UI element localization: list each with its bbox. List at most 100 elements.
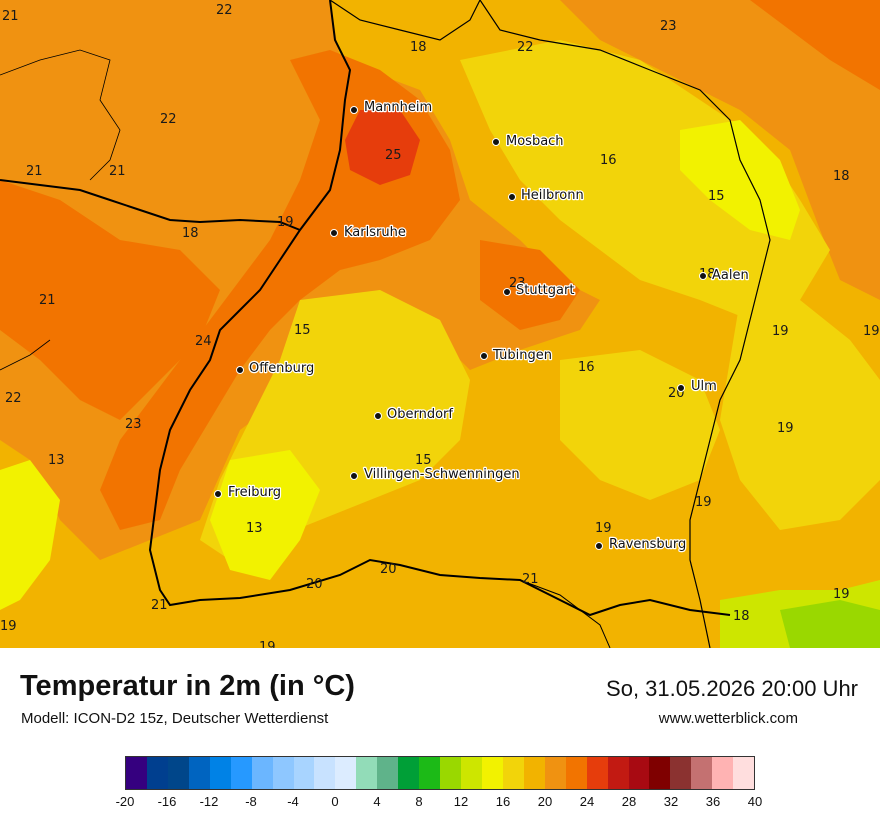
legend-swatch bbox=[628, 757, 650, 789]
legend-tick-label: -16 bbox=[157, 794, 177, 809]
legend-tick-label: 0 bbox=[331, 794, 339, 809]
temperature-labels: 22 21 18 22 23 22 25 16 21 21 18 19 18 1… bbox=[0, 3, 880, 648]
city-ravensburg[interactable]: Ravensburg bbox=[595, 536, 688, 553]
city-oberndorf[interactable]: Oberndorf bbox=[374, 406, 455, 423]
legend-tick-label: 12 bbox=[453, 794, 469, 809]
temp-label: 13 bbox=[246, 521, 263, 536]
legend-swatch bbox=[419, 757, 441, 789]
legend-swatch bbox=[167, 757, 189, 789]
temp-label: 20 bbox=[380, 562, 397, 577]
legend-tick-label: 20 bbox=[537, 794, 553, 809]
city-label: Heilbronn bbox=[521, 188, 584, 203]
temp-label: 23 bbox=[509, 276, 526, 291]
city-mannheim[interactable]: Mannheim bbox=[350, 99, 433, 116]
footer: Temperatur in 2m (in °C) Modell: ICON-D2… bbox=[0, 648, 880, 830]
coldest-zone-alps bbox=[780, 600, 880, 648]
legend-swatch bbox=[544, 757, 566, 789]
legend-swatch bbox=[649, 757, 671, 789]
legend-tick-label: 24 bbox=[579, 794, 595, 809]
border-thin-1 bbox=[0, 49, 121, 181]
city-stuttgart[interactable]: Stuttgart bbox=[503, 282, 576, 299]
temp-label: 19 bbox=[259, 640, 276, 648]
hot-zone-northeast bbox=[750, 0, 880, 90]
cool-zone-east bbox=[720, 300, 880, 530]
city-offenburg[interactable]: Offenburg bbox=[236, 360, 316, 377]
legend-swatch bbox=[691, 757, 713, 789]
legend-tick-label: -20 bbox=[115, 794, 135, 809]
temp-label: 22 bbox=[5, 391, 22, 406]
state-border-north bbox=[329, 0, 481, 41]
temp-label: 19 bbox=[0, 619, 17, 634]
city-dot-icon bbox=[236, 366, 244, 374]
temp-label: 15 bbox=[708, 189, 725, 204]
city-label: Stuttgart bbox=[516, 283, 574, 298]
cool-zone-aalen bbox=[680, 120, 800, 240]
city-dot-icon bbox=[350, 106, 358, 114]
city-aalen[interactable]: Aalen bbox=[699, 267, 750, 284]
legend-tick-label: 40 bbox=[747, 794, 763, 809]
hottest-spot-mannheim bbox=[345, 110, 420, 185]
temp-label: 15 bbox=[294, 323, 311, 338]
model-info: Modell: ICON-D2 15z, Deutscher Wetterdie… bbox=[21, 710, 329, 727]
legend-swatch bbox=[586, 757, 608, 789]
temp-label: 19 bbox=[863, 324, 880, 339]
legend-ticks: -20 -16 -12 -8 -4 0 4 8 12 16 20 24 28 32 36 40 bbox=[116, 794, 763, 814]
city-ulm[interactable]: Ulm bbox=[677, 378, 718, 395]
temp-label: 16 bbox=[600, 153, 617, 168]
temp-label: 18 bbox=[182, 226, 199, 241]
temp-label: 18 bbox=[833, 169, 850, 184]
legend-swatch bbox=[146, 757, 168, 789]
temp-label: 22 bbox=[517, 40, 534, 55]
city-dot-icon bbox=[677, 384, 685, 392]
legend-swatch bbox=[670, 757, 692, 789]
temp-label: 13 bbox=[48, 453, 65, 468]
temp-label: 19 bbox=[277, 215, 294, 230]
temp-label: 21 bbox=[109, 164, 126, 179]
temp-label: 21 bbox=[39, 293, 56, 308]
cool-zone-vosges bbox=[0, 460, 60, 610]
city-markers: Mannheim Mosbach Heilbronn Karlsruhe Stu… bbox=[214, 99, 750, 553]
city-label: Mannheim bbox=[364, 100, 432, 115]
temp-label: 19 bbox=[695, 495, 712, 510]
city-label: Mosbach bbox=[506, 134, 564, 149]
city-label: Ravensburg bbox=[609, 537, 686, 552]
temp-label: 18 bbox=[410, 40, 427, 55]
city-karlsruhe[interactable]: Karlsruhe bbox=[330, 224, 407, 241]
temp-label: 19 bbox=[833, 587, 850, 602]
city-dot-icon bbox=[508, 193, 516, 201]
legend-swatch bbox=[314, 757, 336, 789]
city-dot-icon bbox=[214, 490, 222, 498]
city-tuebingen[interactable]: Tübingen bbox=[480, 347, 553, 364]
state-border-east bbox=[479, 0, 771, 648]
legend-swatch bbox=[230, 757, 252, 789]
city-freiburg[interactable]: Freiburg bbox=[214, 484, 282, 501]
city-dot-icon bbox=[492, 138, 500, 146]
temp-label: 24 bbox=[195, 334, 212, 349]
legend-swatch bbox=[126, 757, 147, 789]
coolest-zone-feldberg bbox=[210, 450, 320, 580]
legend-tick-label: 8 bbox=[415, 794, 423, 809]
temp-label: 22 bbox=[216, 3, 233, 18]
city-label: Tübingen bbox=[492, 348, 552, 363]
hot-zone-stuttgart bbox=[480, 240, 580, 330]
border-thin-2 bbox=[0, 339, 51, 371]
city-label: Offenburg bbox=[249, 361, 314, 376]
city-heilbronn[interactable]: Heilbronn bbox=[508, 187, 585, 204]
website-link[interactable]: www.wetterblick.com bbox=[658, 710, 798, 727]
legend-swatch bbox=[293, 757, 315, 789]
hot-zone-west bbox=[0, 180, 220, 420]
legend-tick-label: 28 bbox=[621, 794, 637, 809]
temp-label: 19 bbox=[777, 421, 794, 436]
temp-label: 21 bbox=[26, 164, 43, 179]
temp-label: 16 bbox=[578, 360, 595, 375]
legend-tick-label: 16 bbox=[495, 794, 511, 809]
temp-label: 21 bbox=[2, 9, 19, 24]
state-border-west bbox=[0, 179, 301, 231]
temp-label: 21 bbox=[522, 572, 539, 587]
city-dot-icon bbox=[699, 272, 707, 280]
city-villingen-schwenningen[interactable]: Villingen-Schwenningen bbox=[350, 466, 521, 483]
city-mosbach[interactable]: Mosbach bbox=[492, 133, 565, 150]
legend-swatch bbox=[398, 757, 420, 789]
legend-swatch bbox=[481, 757, 503, 789]
city-dot-icon bbox=[595, 542, 603, 550]
